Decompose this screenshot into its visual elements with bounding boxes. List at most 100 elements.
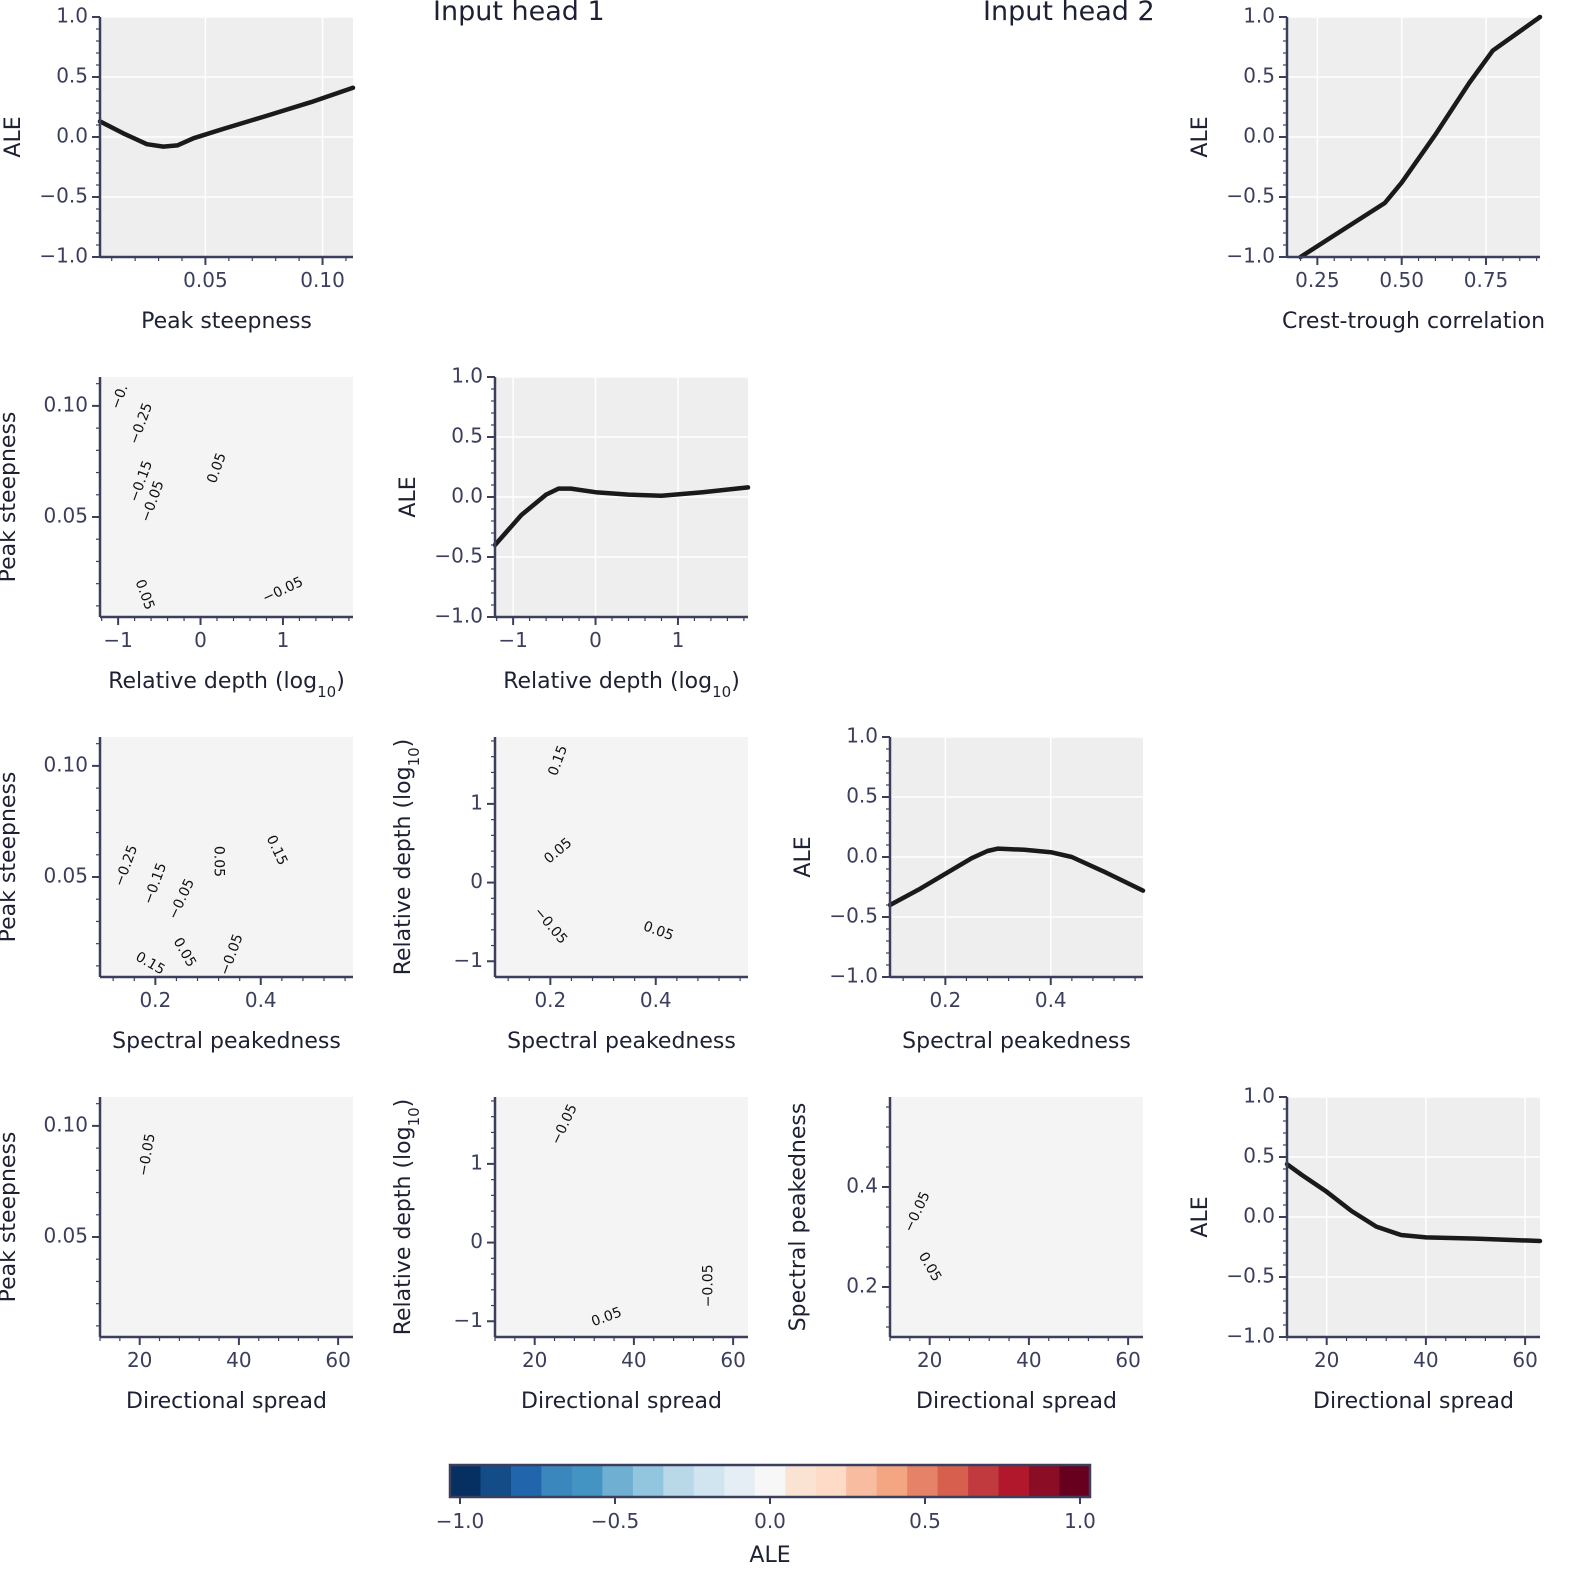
- x-tick-label: 60: [1512, 1348, 1537, 1372]
- colorbar-swatch: [754, 1465, 786, 1497]
- y-axis-label: Relative depth (log10): [391, 1099, 423, 1336]
- colorbar-swatch: [602, 1465, 634, 1497]
- ale-relative-depth-panel: −1.0 −0.5 0.0 0.5 1.0 −1 0 1 Relative depth (log…: [396, 364, 751, 701]
- y-tick-label: 0: [470, 1229, 483, 1253]
- x-tick-label: 0.50: [1379, 268, 1424, 292]
- colorbar-swatch: [450, 1465, 481, 1497]
- ale-directional-spread-panel: −1.0 −0.5 0.0 0.5 1.0 20 40 60 Directional sprea…: [1188, 1084, 1543, 1414]
- x-axis-label: Directional spread: [916, 1389, 1117, 1414]
- y-tick-label: 0.0: [56, 124, 88, 148]
- x-tick-label: 0.05: [183, 268, 228, 292]
- x-tick-label: 20: [522, 1348, 547, 1372]
- y-tick-label: 1.0: [451, 364, 483, 388]
- colorbar-swatch: [937, 1465, 969, 1497]
- x-tick-label: 0.2: [534, 988, 566, 1012]
- y-tick-label: 1.0: [56, 4, 88, 28]
- x-tick-label: 20: [917, 1348, 942, 1372]
- ale-curve: [492, 485, 751, 548]
- y-tick-label: 0.5: [1243, 1144, 1275, 1168]
- y-tick-label: 0.0: [451, 484, 483, 508]
- y-axis-label: Peak steepness: [0, 1132, 21, 1303]
- y-tick-label: 1.0: [846, 724, 878, 748]
- y-tick-label: 1.0: [1243, 4, 1275, 28]
- y-tick-label: 0.0: [846, 844, 878, 868]
- y-tick-label: −1: [454, 948, 483, 972]
- plot-area: [890, 1097, 1143, 1337]
- x-tick-label: 40: [621, 1348, 646, 1372]
- y-tick-label: −1.0: [434, 604, 483, 628]
- x-axis-label: Spectral peakedness: [112, 1029, 341, 1054]
- y-tick-label: 0.5: [846, 784, 878, 808]
- x-tick-label: 40: [1016, 1348, 1041, 1372]
- x-tick-label: 0: [194, 628, 207, 652]
- plot-area: [100, 737, 353, 977]
- y-tick-label: −0.5: [39, 184, 88, 208]
- y-axis-label: ALE: [396, 476, 421, 517]
- colorbar-swatch: [510, 1465, 542, 1497]
- x-tick-label: 40: [226, 1348, 251, 1372]
- contour-peak-vs-depth-panel: −0.−0.25−0.15−0.050.050.05 −0.050.050.10−…: [0, 377, 353, 701]
- x-axis-label: Peak steepness: [141, 309, 312, 334]
- colorbar-swatch: [968, 1465, 1000, 1497]
- x-tick-label: 0.4: [640, 988, 672, 1012]
- y-tick-label: −1.0: [1226, 1324, 1275, 1348]
- x-tick-label: 0.4: [1035, 988, 1067, 1012]
- y-tick-label: 1.0: [1243, 1084, 1275, 1108]
- x-axis-label: Relative depth (log10): [503, 669, 740, 701]
- y-tick-label: −0.5: [1226, 184, 1275, 208]
- head-1-title: Input head 1: [433, 0, 605, 27]
- y-tick-label: −1: [454, 1308, 483, 1332]
- colorbar-swatch: [876, 1465, 908, 1497]
- x-tick-label: 0.2: [929, 988, 961, 1012]
- colorbar-swatch: [907, 1465, 939, 1497]
- y-axis-label: Relative depth (log10): [391, 739, 423, 976]
- plot-area: [100, 377, 353, 617]
- y-tick-label: 0: [470, 869, 483, 893]
- x-tick-label: 0.75: [1464, 268, 1509, 292]
- colorbar-swatch: [480, 1465, 512, 1497]
- x-axis-label: Spectral peakedness: [507, 1029, 736, 1054]
- colorbar-swatch: [663, 1465, 695, 1497]
- plot-area: [495, 1097, 748, 1337]
- colorbar-swatch: [846, 1465, 878, 1497]
- colorbar-swatch: [1029, 1465, 1061, 1497]
- colorbar-swatch: [724, 1465, 756, 1497]
- y-tick-label: 1: [470, 790, 483, 814]
- colorbar-swatch: [1059, 1465, 1091, 1497]
- contour-peak-vs-spectral-panel: −0.25 −0.15−0.050.05 0.150.15 0.05 −0.050.05…: [0, 737, 353, 1054]
- y-tick-label: 0.05: [43, 504, 88, 528]
- y-tick-label: −1.0: [829, 964, 878, 988]
- colorbar-swatch: [998, 1465, 1030, 1497]
- y-tick-label: 0.10: [43, 392, 88, 416]
- x-axis-label: Directional spread: [1313, 1389, 1514, 1414]
- colorbar-tick-label: 0.0: [754, 1509, 786, 1533]
- contour-label: 0.05: [211, 846, 227, 877]
- colorbar-swatch: [815, 1465, 847, 1497]
- colorbar-label: ALE: [749, 1543, 790, 1568]
- y-axis-label: ALE: [1188, 1196, 1213, 1237]
- y-axis-label: Peak steepness: [0, 772, 21, 943]
- y-tick-label: 0.5: [56, 64, 88, 88]
- y-tick-label: −1.0: [1226, 244, 1275, 268]
- y-axis-label: Spectral peakedness: [786, 1103, 811, 1332]
- y-tick-label: 0.5: [1243, 64, 1275, 88]
- x-axis-label: Directional spread: [521, 1389, 722, 1414]
- x-axis-label: Relative depth (log10): [108, 669, 345, 701]
- x-tick-label: 20: [127, 1348, 152, 1372]
- contour-label: −0.05: [700, 1264, 716, 1307]
- x-tick-label: 60: [1115, 1348, 1140, 1372]
- plot-area: [495, 737, 748, 977]
- x-tick-label: 1: [672, 628, 685, 652]
- y-tick-label: 0.5: [451, 424, 483, 448]
- colorbar-tick-label: 1.0: [1064, 1509, 1096, 1533]
- y-tick-label: −0.5: [829, 904, 878, 928]
- x-axis-label: Spectral peakedness: [902, 1029, 1131, 1054]
- x-axis-label: Directional spread: [126, 1389, 327, 1414]
- x-tick-label: 60: [720, 1348, 745, 1372]
- colorbar-tick-label: −1.0: [436, 1509, 485, 1533]
- x-tick-label: 0.10: [300, 268, 345, 292]
- y-tick-label: 0.0: [1243, 1204, 1275, 1228]
- colorbar-swatch: [571, 1465, 603, 1497]
